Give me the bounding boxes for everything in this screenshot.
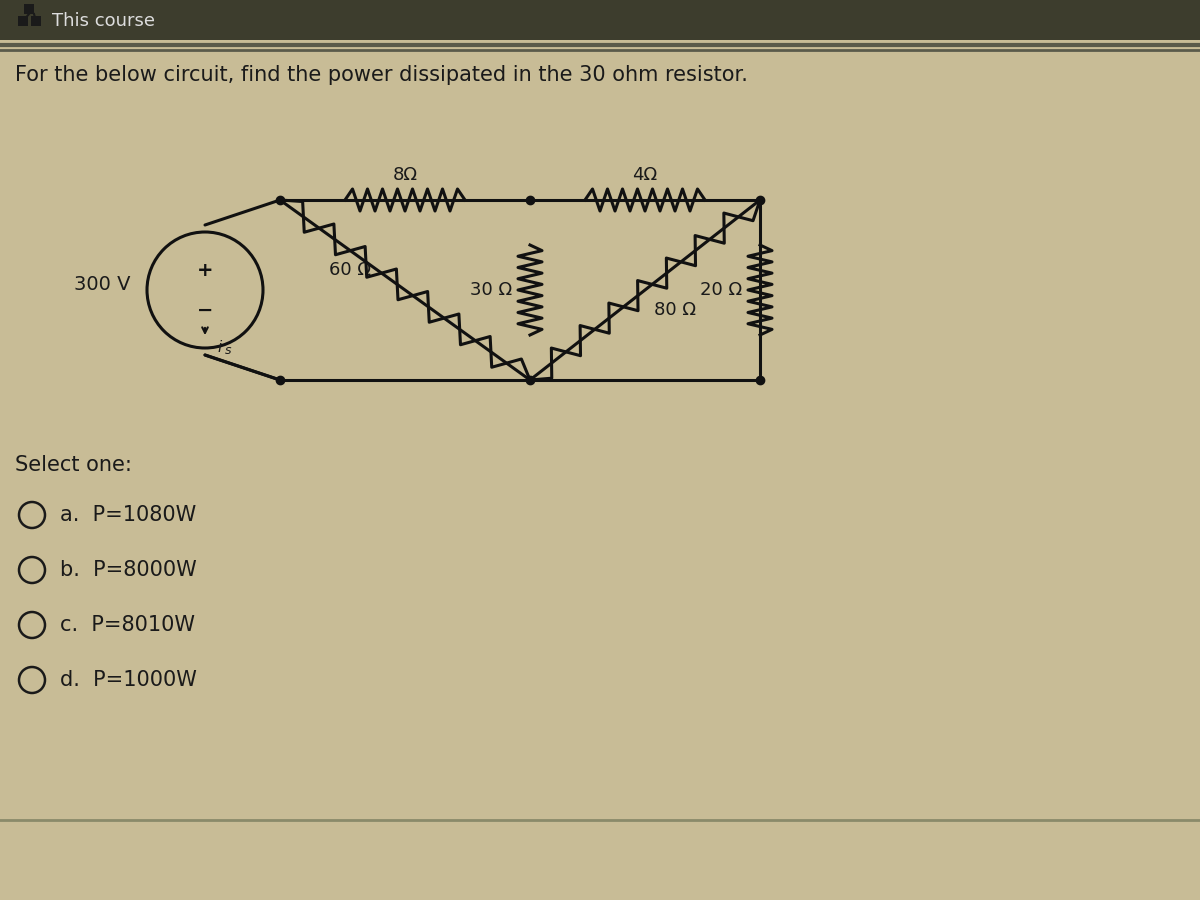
Text: 30 Ω: 30 Ω xyxy=(470,281,512,299)
Text: s: s xyxy=(226,344,232,356)
Text: c.  P=8010W: c. P=8010W xyxy=(60,615,194,635)
Text: 8Ω: 8Ω xyxy=(392,166,418,184)
Text: 20 Ω: 20 Ω xyxy=(700,281,742,299)
Text: 4Ω: 4Ω xyxy=(632,166,658,184)
Text: 300 V: 300 V xyxy=(73,275,130,294)
Text: a.  P=1080W: a. P=1080W xyxy=(60,505,197,525)
Text: +: + xyxy=(197,260,214,280)
Text: i: i xyxy=(217,340,221,356)
Bar xyxy=(0,0,1200,40)
Text: −: − xyxy=(197,301,214,320)
Text: For the below circuit, find the power dissipated in the 30 ohm resistor.: For the below circuit, find the power di… xyxy=(14,65,748,85)
Text: Select one:: Select one: xyxy=(14,455,132,475)
Text: b.  P=8000W: b. P=8000W xyxy=(60,560,197,580)
Text: 80 Ω: 80 Ω xyxy=(654,301,696,319)
Bar xyxy=(24,4,34,14)
Text: d.  P=1000W: d. P=1000W xyxy=(60,670,197,690)
Bar xyxy=(18,16,28,26)
Bar xyxy=(31,16,41,26)
Text: This course: This course xyxy=(52,12,155,30)
Text: 60 Ω: 60 Ω xyxy=(329,261,371,279)
